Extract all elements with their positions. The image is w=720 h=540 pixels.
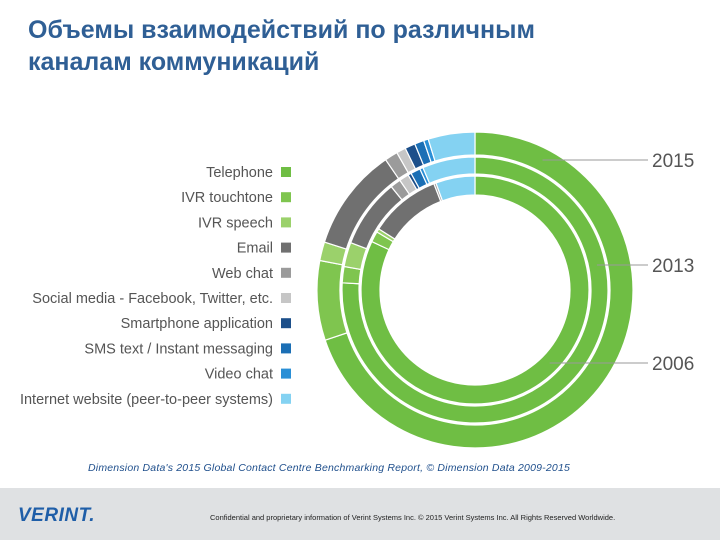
legend-swatch-social-media-facebook-twitter-etc [281, 293, 291, 303]
slice-2013-telephone [341, 156, 609, 424]
verint-logo: VERINT. [18, 505, 96, 526]
footer-bar: VERINT. Confidential and proprietary inf… [0, 488, 720, 540]
legend-label-smartphone-application: Smartphone application [121, 316, 273, 332]
legend-label-email: Email [237, 241, 273, 257]
footer-copyright: Confidential and proprietary information… [210, 513, 616, 522]
source-note: Dimension Data's 2015 Global Contact Cen… [88, 462, 571, 474]
legend-swatch-ivr-speech [281, 217, 291, 228]
slice-2015-internet-website-peer-to-peer-systems [427, 131, 476, 162]
legend-swatch-sms-text-instant-messaging [281, 343, 291, 354]
legend-label-internet-website-peer-to-peer-systems: Internet website (peer-to-peer systems) [20, 392, 273, 408]
slice-2015-telephone [324, 131, 634, 449]
year-label-2015: 2015 [652, 151, 694, 172]
legend-swatch-ivr-touchtone [281, 192, 291, 203]
legend-swatch-smartphone-application [281, 318, 291, 329]
year-label-2006: 2006 [652, 354, 694, 375]
slice-2006-telephone [360, 175, 590, 405]
title-line-2: каналам коммуникаций [28, 48, 320, 76]
legend-label-ivr-speech: IVR speech [198, 215, 273, 231]
legend-label-telephone: Telephone [206, 165, 273, 181]
legend-label-web-chat: Web chat [212, 266, 273, 282]
slice-2006-internet-website-peer-to-peer-systems [435, 175, 476, 202]
slice-2013-internet-website-peer-to-peer-systems [422, 156, 476, 185]
legend-swatch-telephone [281, 167, 291, 177]
legend-label-sms-text-instant-messaging: SMS text / Instant messaging [84, 341, 273, 357]
legend-label-social-media-facebook-twitter-etc: Social media - Facebook, Twitter, etc. [32, 291, 273, 307]
legend-swatch-internet-website-peer-to-peer-systems [281, 393, 291, 404]
legend-swatch-email [281, 242, 291, 253]
title-line-1: Объемы взаимодействий по различным [28, 16, 535, 44]
page-title: Объемы взаимодействий по различным канал… [28, 14, 668, 78]
legend-swatch-web-chat [281, 267, 291, 278]
legend-label-ivr-touchtone: IVR touchtone [181, 190, 273, 206]
channel-donut-chart: Telephone IVR touchtone IVR speech Email Web… [20, 131, 694, 449]
legend-swatch-video-chat [281, 368, 291, 379]
year-label-2013: 2013 [652, 256, 694, 277]
legend-label-video-chat: Video chat [205, 367, 273, 383]
